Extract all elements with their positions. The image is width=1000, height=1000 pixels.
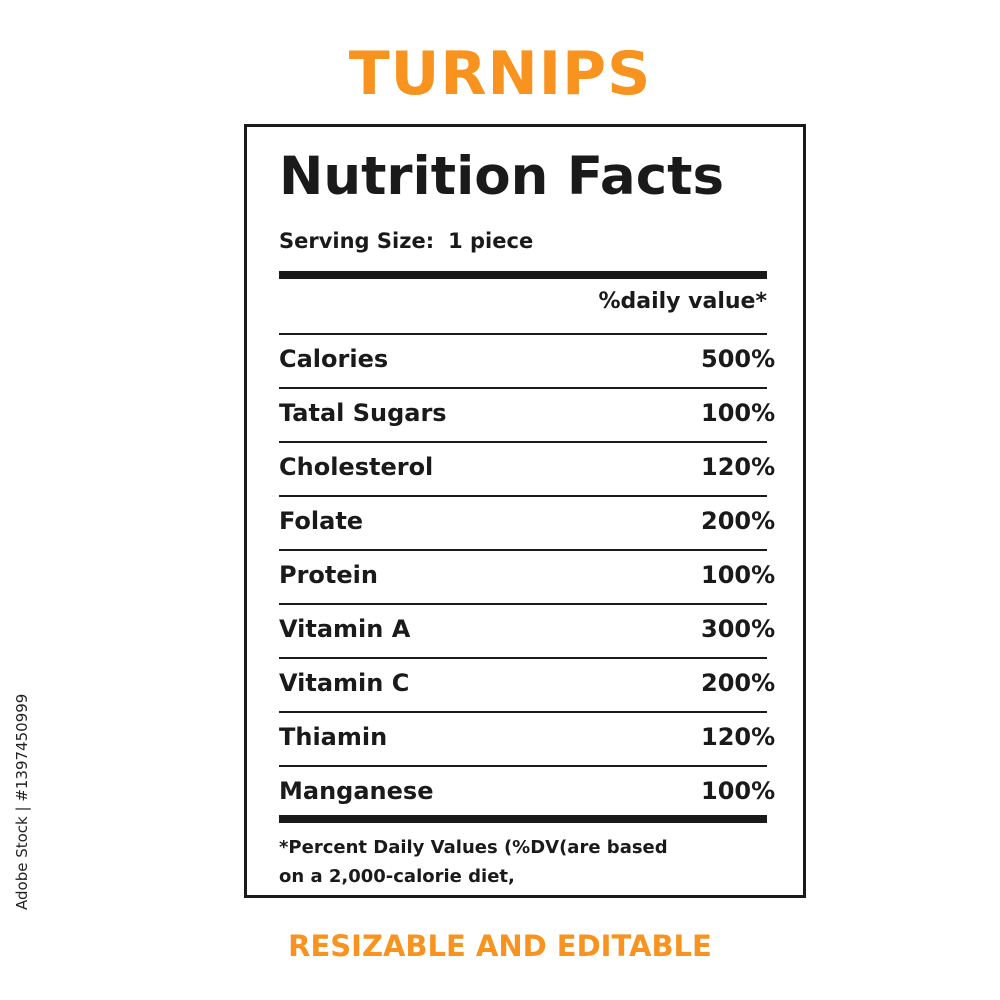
nutrient-name: Protein: [279, 561, 378, 589]
nutrition-facts-heading: Nutrition Facts: [279, 146, 724, 207]
nutrient-value: 100%: [701, 777, 776, 805]
top-thick-divider: [279, 271, 767, 279]
nutrient-row: Protein 100%: [279, 549, 775, 603]
nutrient-value: 100%: [701, 561, 776, 589]
nutrition-label: Nutrition Facts Serving Size: 1 piece %da…: [244, 124, 806, 898]
serving-size: Serving Size: 1 piece: [279, 229, 533, 253]
nutrient-name: Thiamin: [279, 723, 388, 751]
nutrient-value: 120%: [701, 453, 776, 481]
nutrient-name: Manganese: [279, 777, 434, 805]
nutrient-name: Vitamin A: [279, 615, 411, 643]
nutrient-value: 200%: [701, 507, 776, 535]
bottom-thick-divider: [279, 815, 767, 823]
nutrient-name: Vitamin C: [279, 669, 410, 697]
nutrient-value: 200%: [701, 669, 776, 697]
stock-id-text: Adobe Stock | #1397450999: [13, 693, 31, 910]
serving-size-label: Serving Size:: [279, 229, 435, 253]
nutrient-name: Folate: [279, 507, 364, 535]
nutrient-row: Vitamin A 300%: [279, 603, 775, 657]
nutrient-value: 500%: [701, 345, 776, 373]
nutrient-row: Vitamin C 200%: [279, 657, 775, 711]
daily-value-header: %daily value*: [598, 289, 767, 314]
serving-size-value: 1 piece: [448, 229, 534, 253]
nutrient-row: Tatal Sugars 100%: [279, 387, 775, 441]
nutrient-name: Tatal Sugars: [279, 399, 447, 427]
nutrient-row: Thiamin 120%: [279, 711, 775, 765]
resizable-editable-caption: RESIZABLE AND EDITABLE: [288, 929, 712, 963]
nutrient-value: 300%: [701, 615, 776, 643]
nutrient-row: Cholesterol 120%: [279, 441, 775, 495]
product-title: TURNIPS: [348, 39, 652, 109]
nutrient-table: Calories 500% Tatal Sugars 100% Choleste…: [279, 333, 775, 819]
stock-id-watermark: Adobe Stock | #1397450999: [8, 694, 34, 910]
nutrient-value: 120%: [701, 723, 776, 751]
nutrient-row: Manganese 100%: [279, 765, 775, 819]
daily-value-footnote: *Percent Daily Values (%DV(are based on …: [279, 833, 739, 891]
nutrient-name: Calories: [279, 345, 389, 373]
nutrient-value: 100%: [701, 399, 776, 427]
nutrient-row: Calories 500%: [279, 333, 775, 387]
nutrient-name: Cholesterol: [279, 453, 434, 481]
footnote-line: *Percent Daily Values (%DV(are based: [279, 837, 668, 858]
footnote-line: on a 2,000-calorie diet,: [279, 866, 515, 887]
nutrient-row: Folate 200%: [279, 495, 775, 549]
